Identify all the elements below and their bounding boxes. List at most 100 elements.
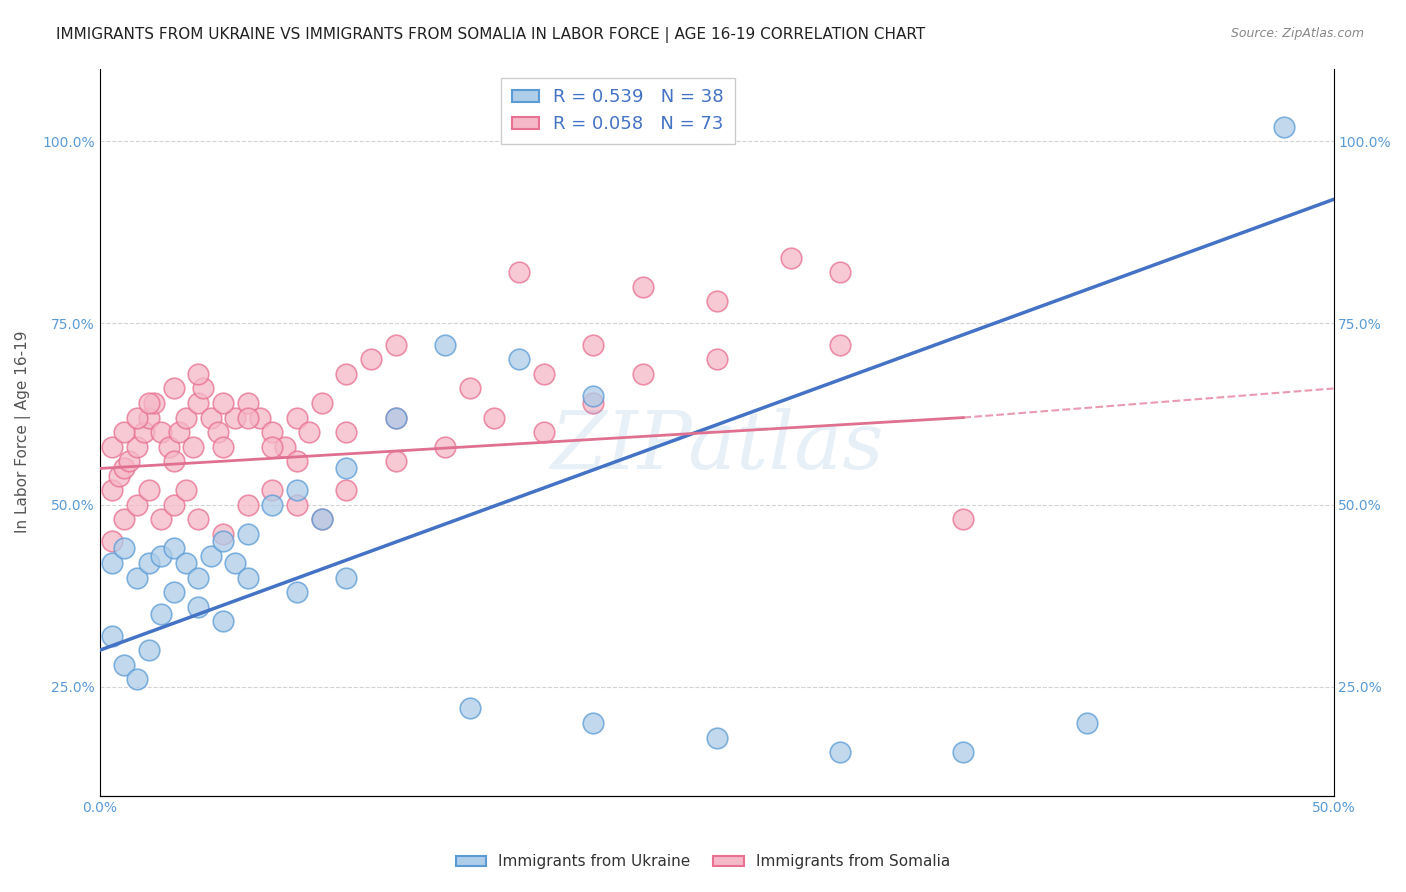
Point xyxy=(167,425,190,439)
Point xyxy=(508,265,530,279)
Point xyxy=(631,279,654,293)
Point xyxy=(285,498,308,512)
Point xyxy=(112,512,135,526)
Point xyxy=(112,541,135,556)
Point xyxy=(262,425,284,439)
Point xyxy=(125,673,148,687)
Point xyxy=(112,461,135,475)
Point xyxy=(384,410,406,425)
Point xyxy=(828,745,851,759)
Point xyxy=(335,570,357,584)
Point xyxy=(311,396,333,410)
Point xyxy=(779,251,801,265)
Point xyxy=(112,657,135,672)
Point xyxy=(101,556,124,570)
Point xyxy=(236,527,259,541)
Point xyxy=(212,614,235,628)
Point xyxy=(952,512,974,526)
Point xyxy=(582,716,605,731)
Point xyxy=(108,468,131,483)
Point xyxy=(187,367,209,381)
Point xyxy=(582,396,605,410)
Point xyxy=(262,483,284,498)
Point xyxy=(150,512,173,526)
Point xyxy=(706,352,728,367)
Point xyxy=(533,367,555,381)
Point xyxy=(458,701,481,715)
Point xyxy=(207,425,229,439)
Point xyxy=(174,410,197,425)
Point xyxy=(1076,716,1098,731)
Point xyxy=(384,454,406,468)
Point xyxy=(285,410,308,425)
Point xyxy=(236,498,259,512)
Point xyxy=(200,410,222,425)
Point xyxy=(249,410,271,425)
Point xyxy=(434,440,457,454)
Point xyxy=(484,410,506,425)
Point xyxy=(101,483,124,498)
Point xyxy=(174,483,197,498)
Point xyxy=(236,570,259,584)
Point xyxy=(952,745,974,759)
Point xyxy=(138,483,160,498)
Point xyxy=(311,512,333,526)
Point xyxy=(142,396,165,410)
Point xyxy=(187,512,209,526)
Point xyxy=(360,352,382,367)
Point xyxy=(1272,120,1295,134)
Point xyxy=(236,396,259,410)
Point xyxy=(706,731,728,745)
Point xyxy=(112,425,135,439)
Point xyxy=(125,570,148,584)
Point xyxy=(162,585,184,599)
Point xyxy=(162,454,184,468)
Point xyxy=(384,410,406,425)
Point xyxy=(118,454,141,468)
Point xyxy=(138,556,160,570)
Text: Source: ZipAtlas.com: Source: ZipAtlas.com xyxy=(1230,27,1364,40)
Text: ZIPatlas: ZIPatlas xyxy=(550,408,883,485)
Point xyxy=(508,352,530,367)
Point xyxy=(138,396,160,410)
Point xyxy=(138,410,160,425)
Point xyxy=(187,396,209,410)
Point xyxy=(533,425,555,439)
Point xyxy=(335,367,357,381)
Text: IMMIGRANTS FROM UKRAINE VS IMMIGRANTS FROM SOMALIA IN LABOR FORCE | AGE 16-19 CO: IMMIGRANTS FROM UKRAINE VS IMMIGRANTS FR… xyxy=(56,27,925,43)
Point xyxy=(187,570,209,584)
Point xyxy=(335,483,357,498)
Point xyxy=(262,440,284,454)
Point xyxy=(212,534,235,549)
Point xyxy=(458,382,481,396)
Point xyxy=(273,440,295,454)
Point xyxy=(125,498,148,512)
Point xyxy=(132,425,155,439)
Point xyxy=(200,549,222,563)
Point xyxy=(335,425,357,439)
Legend: Immigrants from Ukraine, Immigrants from Somalia: Immigrants from Ukraine, Immigrants from… xyxy=(450,848,956,875)
Point xyxy=(582,338,605,352)
Point xyxy=(101,629,124,643)
Point xyxy=(138,643,160,657)
Point xyxy=(335,461,357,475)
Point xyxy=(150,549,173,563)
Point xyxy=(236,410,259,425)
Point xyxy=(183,440,205,454)
Point xyxy=(101,440,124,454)
Point xyxy=(162,541,184,556)
Point xyxy=(212,527,235,541)
Point xyxy=(150,607,173,621)
Y-axis label: In Labor Force | Age 16-19: In Labor Force | Age 16-19 xyxy=(15,331,31,533)
Point xyxy=(212,440,235,454)
Point xyxy=(298,425,321,439)
Point xyxy=(582,389,605,403)
Point xyxy=(434,338,457,352)
Point xyxy=(212,396,235,410)
Point xyxy=(285,585,308,599)
Legend: R = 0.539   N = 38, R = 0.058   N = 73: R = 0.539 N = 38, R = 0.058 N = 73 xyxy=(501,78,735,145)
Point xyxy=(187,599,209,614)
Point xyxy=(224,556,246,570)
Point xyxy=(384,338,406,352)
Point xyxy=(224,410,246,425)
